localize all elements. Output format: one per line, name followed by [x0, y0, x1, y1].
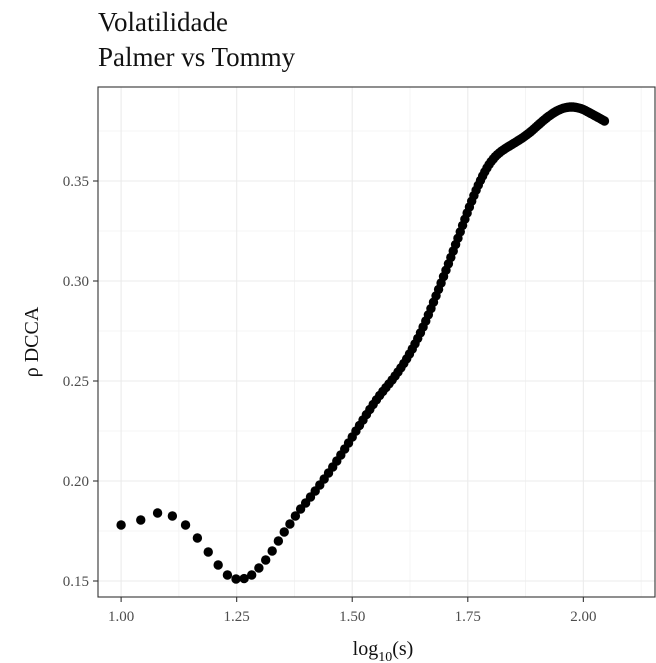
x-tick-label: 1.00 — [108, 609, 134, 625]
chart-title: Volatilidade — [98, 7, 228, 37]
data-point — [180, 520, 191, 530]
data-point — [152, 508, 163, 518]
data-point — [203, 547, 213, 557]
data-point — [167, 511, 178, 521]
x-tick-label: 2.00 — [570, 609, 596, 625]
data-point — [285, 519, 295, 529]
data-point — [213, 560, 223, 570]
data-point — [254, 563, 264, 573]
data-point — [267, 546, 277, 556]
x-tick-label: 1.75 — [455, 609, 481, 625]
data-point — [231, 574, 241, 584]
y-tick-label: 0.15 — [63, 574, 89, 590]
data-point — [239, 573, 249, 584]
plot-border — [97, 86, 656, 598]
plot-panel — [98, 87, 655, 597]
data-points — [116, 102, 610, 584]
x-axis-title-subscript: 10 — [378, 650, 392, 663]
data-point — [246, 570, 257, 580]
y-tick-label: 0.20 — [63, 474, 89, 490]
data-point — [136, 515, 146, 525]
x-axis-title: log10(s) — [353, 638, 414, 663]
y-axis-title: ρ DCCA — [21, 306, 43, 377]
grid-minor — [98, 87, 655, 597]
x-axis-title-base: log — [353, 638, 379, 660]
data-point — [192, 533, 203, 543]
data-point — [273, 536, 284, 546]
grid-major — [98, 87, 655, 597]
x-axis: 1.00 1.25 1.50 1.75 2.00 — [108, 597, 596, 625]
data-point — [116, 520, 126, 530]
data-point — [290, 511, 301, 521]
data-point — [279, 527, 289, 537]
data-point — [599, 116, 610, 126]
x-tick-label: 1.50 — [339, 609, 365, 625]
x-axis-title-tail: (s) — [392, 638, 413, 660]
y-axis: 0.15 0.20 0.25 0.30 0.35 — [63, 174, 98, 590]
chart-subtitle: Palmer vs Tommy — [98, 42, 296, 72]
y-tick-label: 0.25 — [63, 374, 89, 390]
data-point — [261, 555, 271, 565]
y-tick-label: 0.30 — [63, 274, 89, 290]
y-tick-label: 0.35 — [63, 174, 89, 190]
data-point — [222, 570, 233, 580]
x-tick-label: 1.25 — [224, 609, 250, 625]
